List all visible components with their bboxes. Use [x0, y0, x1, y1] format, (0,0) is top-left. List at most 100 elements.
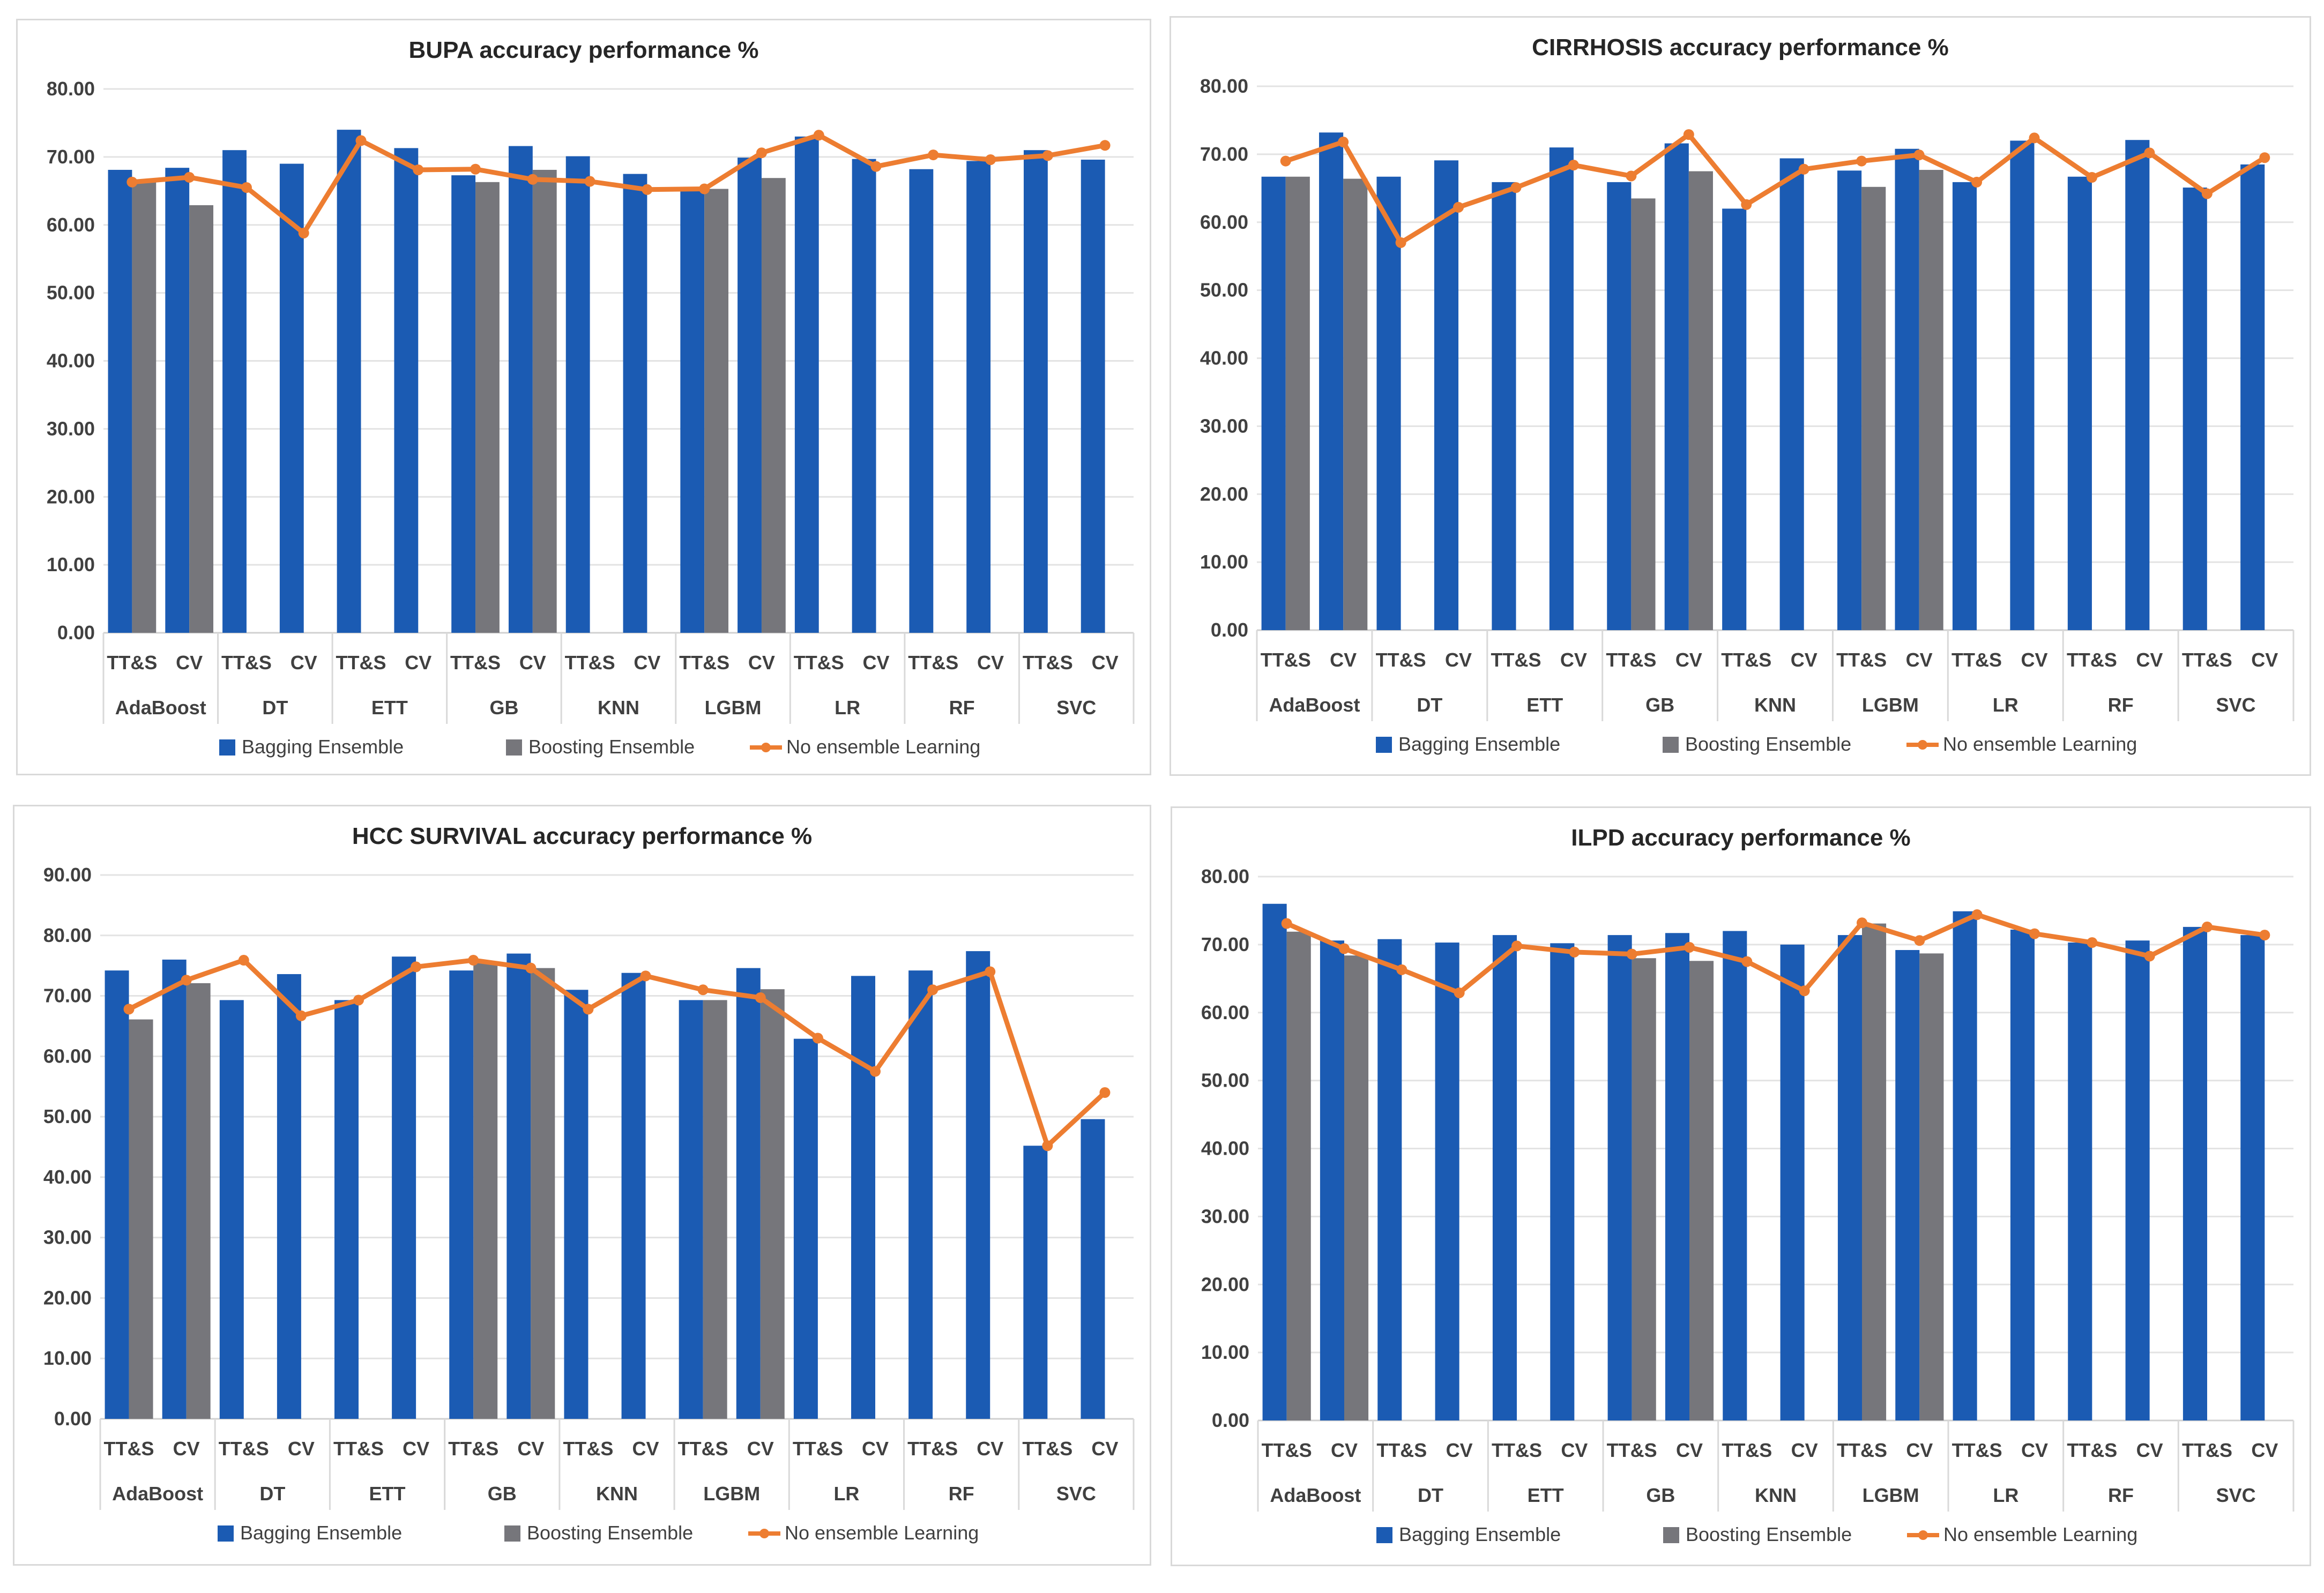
no-ensemble-point [1741, 199, 1752, 210]
boosting-bar [473, 962, 498, 1419]
legend-label-no-ensemble: No ensemble Learning [785, 1522, 979, 1544]
chart-title: CIRRHOSIS accuracy performance % [1532, 34, 1949, 61]
subcategory-label: TT&S [1262, 1439, 1312, 1461]
group-label: AdaBoost [115, 697, 206, 719]
y-tick-label: 40.00 [43, 1166, 92, 1188]
bagging-bar [392, 956, 416, 1419]
bagging-bar [108, 169, 132, 633]
bagging-bar [736, 968, 761, 1419]
bagging-bar [508, 146, 533, 633]
ilpd-chart-panel: ILPD accuracy performance % 0.00 10.00 20.0… [1171, 806, 2311, 1566]
bagging-bar [1435, 943, 1459, 1420]
no-ensemble-point [238, 955, 249, 966]
subcategory-label: TT&S [679, 652, 729, 674]
y-tick-label: 20.00 [47, 485, 95, 507]
group-label: SVC [2216, 1484, 2256, 1506]
subcategory-label: TT&S [1951, 649, 2002, 671]
bagging-bar [219, 1000, 244, 1419]
legend-marker-no-ensemble [761, 743, 771, 752]
subcategory-label: CV [977, 652, 1004, 674]
subcategory-label: CV [290, 652, 317, 674]
bagging-bar [794, 136, 819, 633]
group-label: RF [949, 1483, 974, 1505]
legend-marker-no-ensemble [759, 1529, 769, 1538]
y-tick-label: 20.00 [1200, 483, 1248, 505]
cirrhosis-chart-panel: CIRRHOSIS accuracy performance % 0.00 10.0… [1170, 16, 2311, 776]
no-ensemble-point [584, 176, 595, 187]
subcategory-label: CV [748, 652, 775, 674]
y-tick-label: 80.00 [43, 924, 92, 946]
no-ensemble-line [1285, 912, 2265, 996]
y-tick-label: 20.00 [43, 1287, 92, 1308]
no-ensemble-point [1913, 149, 1925, 161]
bagging-bar [1780, 944, 1805, 1420]
bagging-bar [334, 1000, 359, 1419]
boosting-bar [132, 181, 157, 633]
subcategory-label: TT&S [1023, 652, 1073, 674]
legend-label-boosting: Boosting Ensemble [528, 736, 695, 758]
subcategory-label: CV [2021, 1439, 2048, 1461]
bagging-bar [623, 174, 647, 633]
bagging-bar [2010, 929, 2035, 1420]
boosting-bar [186, 983, 211, 1419]
bagging-bar [966, 161, 991, 633]
y-tick-label: 30.00 [47, 417, 95, 439]
bagging-bar [909, 169, 934, 633]
subcategory-label: TT&S [678, 1438, 728, 1460]
bagging-bar [1665, 933, 1689, 1420]
subcategory-label: CV [1446, 1439, 1473, 1461]
cirrhosis-chart: CIRRHOSIS accuracy performance % 0.00 10.0… [1200, 34, 2295, 755]
no-ensemble-point [2087, 937, 2098, 948]
no-ensemble-point [870, 1066, 881, 1077]
boosting-bar [1688, 171, 1713, 630]
subcategory-label: TT&S [794, 652, 844, 674]
no-ensemble-point [295, 1010, 307, 1021]
group-label: LR [833, 1483, 859, 1505]
group-label: ETT [1526, 694, 1563, 716]
no-ensemble-point [1042, 1140, 1053, 1151]
y-tick-label: 30.00 [1201, 1205, 1249, 1227]
bupa-chart: BUPA accuracy performance % 0.00 10.00 20.0… [47, 37, 1135, 758]
no-ensemble-point [2029, 132, 2040, 144]
y-tick-label: 60.00 [1201, 1001, 1249, 1023]
group-label: LR [1993, 694, 2018, 716]
subcategory-label: TT&S [1836, 649, 1887, 671]
boosting-bar [1919, 953, 1944, 1420]
bagging-bar [1434, 160, 1459, 630]
legend-swatch-bagging [1376, 737, 1392, 753]
bupa-chart-panel: BUPA accuracy performance % 0.00 10.00 20.0… [16, 19, 1151, 775]
y-tick-label: 0.00 [1211, 619, 1248, 641]
bagging-bar [1081, 1119, 1105, 1419]
no-ensemble-point [1280, 155, 1291, 167]
bagging-bar [1023, 1146, 1048, 1419]
group-label: LR [835, 697, 860, 719]
bagging-bar [565, 156, 590, 633]
no-ensemble-point [298, 227, 309, 238]
bagging-bar [1262, 903, 1287, 1420]
bagging-bar [564, 990, 589, 1419]
subcategory-label: CV [862, 652, 889, 674]
bagging-bar [966, 951, 990, 1419]
bagging-bar [1723, 931, 1747, 1420]
subcategory-label: CV [632, 1438, 659, 1460]
hcc-survival-chart-panel: HCC SURVIVAL accuracy performance % 0.00 1… [13, 805, 1151, 1566]
y-tick-label: 80.00 [1200, 75, 1248, 97]
y-tick-label: 80.00 [1201, 865, 1249, 887]
no-ensemble-point [1626, 948, 1637, 960]
subcategory-label: TT&S [1952, 1439, 2002, 1461]
legend-swatch-boosting [504, 1525, 520, 1542]
subcategory-label: TT&S [104, 1438, 154, 1460]
legend-label-no-ensemble: No ensemble Learning [1943, 1523, 2137, 1545]
boosting-bar [1689, 961, 1714, 1420]
subcategory-label: TT&S [2067, 1439, 2117, 1461]
legend-swatch-bagging [219, 739, 235, 756]
bagging-bar [1722, 208, 1747, 630]
bagging-bar [165, 168, 190, 633]
bagging-bar [1492, 182, 1516, 630]
subcategory-label: CV [1561, 1439, 1588, 1461]
group-label: KNN [598, 697, 639, 719]
legend-label-no-ensemble: No ensemble Learning [786, 736, 980, 758]
bagging-bar [506, 953, 531, 1419]
bagging-bar [1550, 943, 1575, 1420]
bagging-bar [1779, 158, 1804, 630]
